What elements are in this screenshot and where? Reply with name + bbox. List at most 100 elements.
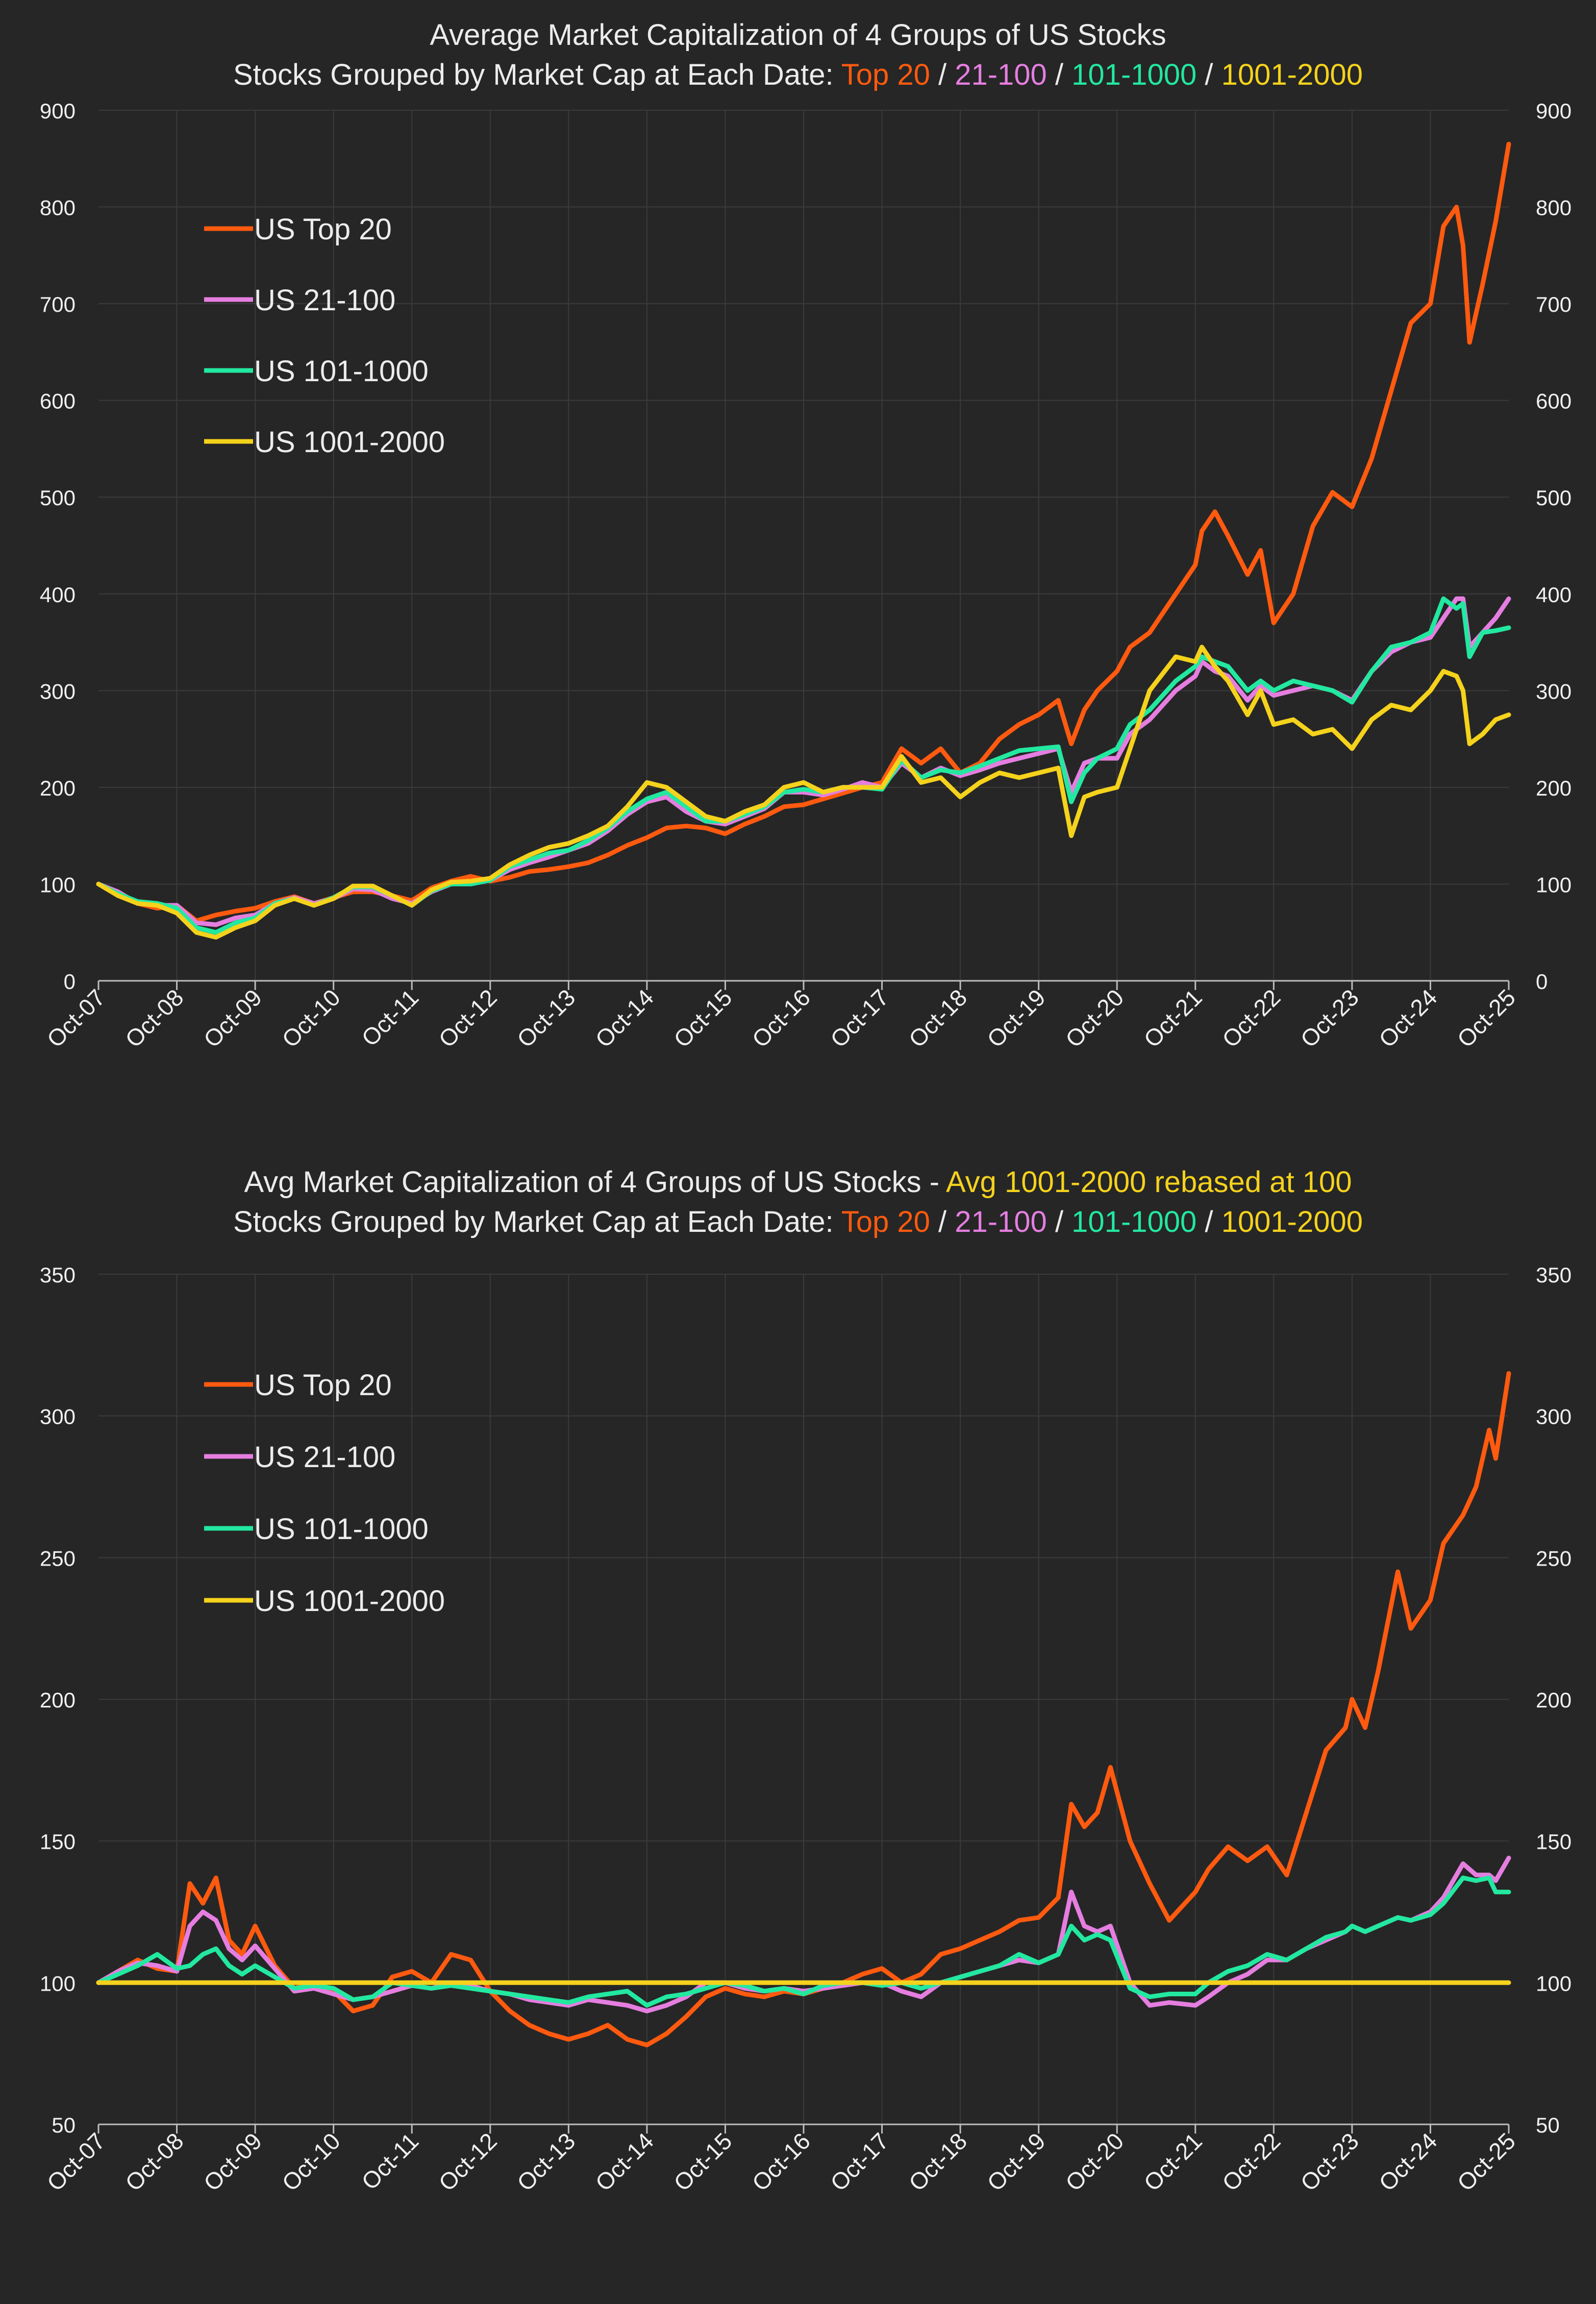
x-tick-label: Oct-25 (1452, 2127, 1520, 2196)
x-tick-label: Oct-11 (356, 984, 423, 1051)
x-tick-label: Oct-15 (668, 984, 737, 1052)
x-tick-label: Oct-18 (904, 2127, 972, 2196)
x-tick-label: Oct-16 (747, 2127, 815, 2196)
x-tick-label: Oct-17 (825, 984, 893, 1052)
chart-subtitle-part: / (930, 58, 955, 91)
y-tick-label-right: 300 (1536, 1405, 1572, 1429)
y-tick-label-right: 200 (1536, 1688, 1572, 1712)
x-tick-label: Oct-25 (1452, 984, 1520, 1052)
x-tick-label: Oct-08 (120, 984, 188, 1052)
x-tick-label: Oct-20 (1060, 984, 1129, 1052)
y-tick-label-left: 200 (40, 1688, 76, 1712)
x-tick-label: Oct-14 (590, 2127, 659, 2196)
chart-subtitle-part: 101-1000 (1071, 58, 1196, 91)
chart-subtitle-part: / (930, 1205, 955, 1238)
y-tick-label-left: 900 (40, 99, 76, 123)
x-tick-label: Oct-12 (433, 984, 502, 1052)
x-tick-label: Oct-09 (198, 984, 267, 1052)
x-tick-label: Oct-22 (1217, 984, 1285, 1052)
legend-label-us-1001-2000: US 1001-2000 (254, 426, 445, 459)
chart-subtitle-part: 101-1000 (1071, 1205, 1196, 1238)
y-tick-label-right: 400 (1536, 583, 1572, 607)
legend-label-us-top-20: US Top 20 (254, 213, 392, 246)
y-tick-label-left: 600 (40, 389, 76, 413)
x-tick-label: Oct-14 (590, 984, 659, 1052)
y-tick-label-left: 800 (40, 196, 76, 220)
chart-subtitle-part: / (1047, 58, 1071, 91)
y-tick-label-left: 300 (40, 1405, 76, 1429)
chart-subtitle: Stocks Grouped by Market Cap at Each Dat… (233, 58, 1363, 91)
y-tick-label-right: 50 (1536, 2113, 1560, 2137)
chart-subtitle-part: / (1196, 58, 1221, 91)
chart-subtitle: Stocks Grouped by Market Cap at Each Dat… (233, 1205, 1363, 1238)
y-tick-label-left: 300 (40, 679, 76, 703)
x-tick-label: Oct-21 (1138, 2127, 1207, 2196)
y-tick-label-left: 250 (40, 1546, 76, 1570)
y-tick-label-left: 100 (40, 873, 76, 897)
y-tick-label-left: 150 (40, 1830, 76, 1854)
series-line-us-1001-2000 (96, 645, 1511, 940)
chart-title-part: Average Market Capitalization of 4 Group… (430, 18, 1166, 52)
chart-subtitle-part: / (1196, 1205, 1221, 1238)
x-tick-label: Oct-24 (1374, 984, 1442, 1052)
y-tick-label-right: 300 (1536, 679, 1572, 703)
x-tick-label: Oct-22 (1217, 2127, 1285, 2196)
chart-title-part: Avg 1001-2000 rebased at 100 (946, 1166, 1352, 1199)
chart-title-part: Avg Market Capitalization of 4 Groups of… (244, 1166, 946, 1199)
legend-label-us-top-20: US Top 20 (254, 1369, 392, 1402)
x-tick-label: Oct-11 (356, 2127, 423, 2195)
chart-title: Avg Market Capitalization of 4 Groups of… (244, 1166, 1352, 1199)
legend-label-us-1001-2000: US 1001-2000 (254, 1584, 445, 1618)
y-tick-label-left: 100 (40, 1971, 76, 1995)
chart-subtitle-part: / (1047, 1205, 1071, 1238)
x-tick-label: Oct-24 (1374, 2127, 1442, 2196)
y-tick-label-right: 150 (1536, 1830, 1572, 1854)
x-tick-label: Oct-19 (982, 984, 1050, 1052)
chart-average-market-cap: Average Market Capitalization of 4 Group… (40, 18, 1572, 1053)
y-tick-label-right: 100 (1536, 1971, 1572, 1995)
x-tick-label: Oct-12 (433, 2127, 502, 2196)
x-tick-label: Oct-23 (1295, 2127, 1364, 2196)
x-tick-label: Oct-23 (1295, 984, 1364, 1052)
x-tick-label: Oct-13 (512, 2127, 580, 2196)
y-tick-label-right: 250 (1536, 1546, 1572, 1570)
chart-subtitle-part: Stocks Grouped by Market Cap at Each Dat… (233, 58, 841, 91)
x-tick-label: Oct-19 (982, 2127, 1050, 2196)
chart-subtitle-part: 21-100 (955, 1205, 1047, 1238)
x-tick-label: Oct-10 (277, 984, 345, 1052)
y-tick-label-right: 200 (1536, 776, 1572, 800)
x-tick-label: Oct-16 (747, 984, 815, 1052)
y-tick-label-left: 200 (40, 776, 76, 800)
x-tick-label: Oct-07 (42, 2127, 110, 2196)
chart-title: Average Market Capitalization of 4 Group… (430, 18, 1166, 52)
y-tick-label-left: 700 (40, 292, 76, 316)
x-tick-label: Oct-17 (825, 2127, 893, 2196)
y-tick-label-right: 800 (1536, 196, 1572, 220)
x-tick-label: Oct-15 (668, 2127, 737, 2196)
legend-label-us-21-100: US 21-100 (254, 1441, 395, 1474)
chart-subtitle-part: 21-100 (955, 58, 1047, 91)
y-tick-label-right: 900 (1536, 99, 1572, 123)
chart-subtitle-part: Top 20 (841, 58, 930, 91)
x-tick-label: Oct-13 (512, 984, 580, 1052)
y-tick-label-right: 500 (1536, 486, 1572, 510)
y-tick-label-right: 700 (1536, 292, 1572, 316)
y-tick-label-left: 350 (40, 1263, 76, 1287)
x-tick-label: Oct-20 (1060, 2127, 1129, 2196)
chart-subtitle-part: 1001-2000 (1221, 1205, 1363, 1238)
chart-subtitle-part: 1001-2000 (1221, 58, 1363, 91)
y-tick-label-left: 50 (52, 2113, 76, 2137)
x-tick-label: Oct-08 (120, 2127, 188, 2196)
x-tick-label: Oct-07 (42, 984, 110, 1052)
y-tick-label-right: 0 (1536, 970, 1548, 994)
legend-label-us-101-1000: US 101-1000 (254, 1513, 429, 1546)
chart-subtitle-part: Top 20 (841, 1205, 930, 1238)
legend-label-us-101-1000: US 101-1000 (254, 355, 429, 388)
chart-rebased-market-cap: Avg Market Capitalization of 4 Groups of… (40, 1166, 1572, 2196)
chart-subtitle-part: Stocks Grouped by Market Cap at Each Dat… (233, 1205, 841, 1238)
x-tick-label: Oct-10 (277, 2127, 345, 2196)
y-tick-label-right: 100 (1536, 873, 1572, 897)
y-tick-label-left: 0 (64, 970, 76, 994)
y-tick-label-right: 600 (1536, 389, 1572, 413)
